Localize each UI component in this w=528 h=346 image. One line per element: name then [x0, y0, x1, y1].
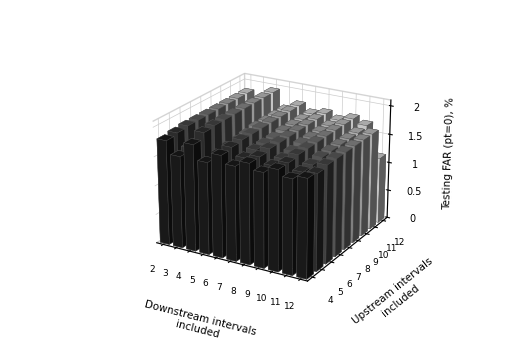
- X-axis label: Downstream intervals
included: Downstream intervals included: [141, 300, 258, 346]
- Y-axis label: Upstream intervals
included: Upstream intervals included: [351, 256, 442, 336]
